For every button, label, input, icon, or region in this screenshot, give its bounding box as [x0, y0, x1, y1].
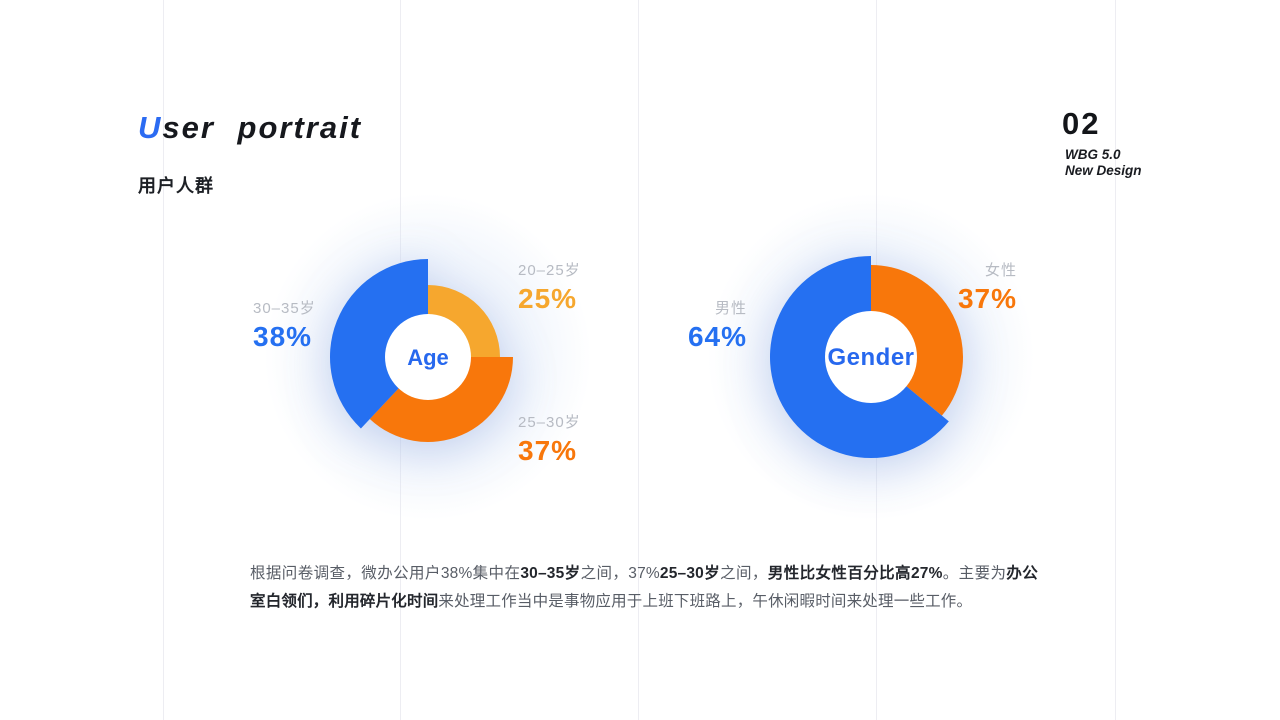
age-segment-callout-30-35: 30–35岁 38%	[253, 297, 316, 353]
background-gridline	[638, 0, 639, 720]
background-gridline	[1115, 0, 1116, 720]
page-version-label: WBG 5.0 New Design	[1065, 147, 1142, 179]
age-segment-callout-20-25: 20–25岁 25%	[518, 259, 581, 315]
gender-segment-value: 37%	[957, 283, 1017, 314]
age-segment-value: 37%	[518, 435, 578, 466]
page-version-line2: New Design	[1065, 163, 1142, 178]
age-segment-value: 38%	[253, 321, 313, 352]
age-segment-label: 25–30岁	[518, 414, 581, 431]
donut-center-hole	[385, 314, 471, 400]
description-segment: 办公室白领们，利用碎片化时间	[250, 564, 1038, 611]
gender-chart-center-label: Gender	[827, 344, 915, 371]
gender-segment-label: 女性	[984, 262, 1017, 279]
description-segment: 25–30岁	[659, 564, 721, 582]
gender-segment-label: 男性	[714, 300, 747, 317]
description-segment: 之间，37%	[580, 564, 660, 582]
description-segment: 根据问卷调查，微办公用户38%集中在	[250, 564, 521, 582]
donut-segment-女性	[865, 264, 964, 416]
donut-center-hole	[825, 311, 917, 403]
page-subtitle: 用户人群	[138, 176, 214, 196]
description-paragraph: 根据问卷调查，微办公用户38%集中在30–35岁之间，37%25–30岁之间，男…	[250, 560, 1038, 617]
age-chart-center-label: Age	[407, 345, 449, 370]
page-number: 02	[1062, 106, 1101, 141]
donut-segment-30–35岁	[329, 259, 428, 429]
background-gridline	[163, 0, 164, 720]
page-title-rest: ser portrait	[162, 110, 363, 145]
gender-segment-value: 64%	[687, 321, 747, 352]
description-segment: 30–35岁	[520, 564, 581, 582]
description-segment: 来处理工作当中是事物应用于上班下班路上，午休闲暇时间来处理一些工作。	[438, 593, 973, 610]
page-version-line1: WBG 5.0	[1065, 147, 1121, 162]
gender-segment-callout-male: 男性 64%	[688, 297, 747, 353]
page-title: User portrait	[138, 110, 362, 146]
page-title-accent-letter: U	[138, 110, 163, 145]
description-segment: 。主要为	[942, 564, 1007, 582]
description-segment: 之间，	[720, 564, 768, 582]
gender-segment-callout-female: 女性 37%	[958, 259, 1017, 315]
age-segment-label: 20–25岁	[518, 262, 581, 279]
age-segment-value: 25%	[518, 283, 578, 314]
gender-donut-chart	[769, 256, 964, 459]
description-segment: 男性比女性百分比高27%	[767, 564, 943, 582]
donut-segment-25–30岁	[369, 357, 513, 443]
age-segment-callout-25-30: 25–30岁 37%	[518, 411, 581, 467]
age-segment-label: 30–35岁	[253, 300, 316, 317]
age-donut-chart	[329, 259, 513, 443]
